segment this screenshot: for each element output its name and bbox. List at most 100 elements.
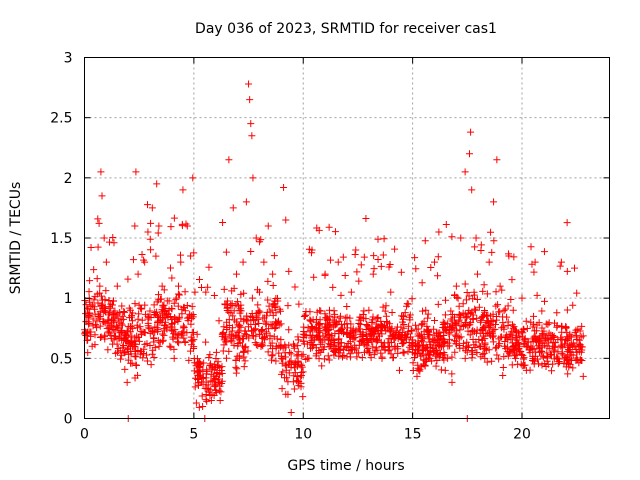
data-point-cloud xyxy=(473,270,481,278)
data-point-cloud xyxy=(180,304,188,312)
data-point-cloud xyxy=(90,266,98,274)
x-tick-label: 0 xyxy=(80,427,89,443)
data-point-cloud xyxy=(149,327,157,335)
data-point-cloud xyxy=(369,343,377,351)
data-point-cloud xyxy=(534,342,542,350)
data-point-cloud xyxy=(439,342,447,350)
data-point-cloud xyxy=(420,356,428,364)
data-point-cloud xyxy=(311,336,319,344)
data-point-cloud xyxy=(235,336,243,344)
data-point-cloud xyxy=(111,332,119,340)
data-point-cloud xyxy=(278,385,286,393)
data-point-cloud xyxy=(218,369,226,377)
data-point xyxy=(444,354,452,362)
data-point xyxy=(481,354,489,362)
data-point-cloud xyxy=(89,322,97,330)
data-point-cloud xyxy=(321,271,329,279)
data-point-cloud xyxy=(271,318,279,326)
data-point-cloud xyxy=(158,309,166,317)
data-point-cloud xyxy=(90,303,98,311)
data-point-cloud xyxy=(386,323,394,331)
data-point-cloud xyxy=(377,326,385,334)
data-point-cloud xyxy=(408,339,416,347)
data-point-cloud xyxy=(451,292,459,300)
data-point-cloud xyxy=(519,325,527,333)
data-point-cloud xyxy=(113,323,121,331)
data-point-cloud xyxy=(291,283,299,291)
data-point-cloud xyxy=(84,349,92,357)
data-point xyxy=(248,132,256,140)
data-point-cloud xyxy=(483,358,491,366)
data-point-cloud xyxy=(187,320,195,328)
data-point-cloud xyxy=(488,330,496,338)
data-point-cloud xyxy=(578,322,586,330)
data-point-cloud xyxy=(355,341,363,349)
data-point-cloud xyxy=(172,330,180,338)
data-point-cloud xyxy=(181,288,189,296)
data-point-cloud xyxy=(232,357,240,365)
data-point-cloud xyxy=(335,352,343,360)
data-point-cloud xyxy=(452,340,460,348)
data-point-cloud xyxy=(278,359,286,367)
data-point-cloud xyxy=(293,372,301,380)
data-point-cloud xyxy=(382,302,390,310)
data-point-cloud xyxy=(179,328,187,336)
data-point xyxy=(264,222,272,230)
data-point xyxy=(148,204,156,212)
data-point-cloud xyxy=(163,310,171,318)
data-point-cloud xyxy=(102,287,110,295)
data-point-cloud xyxy=(259,342,267,350)
data-point-cloud xyxy=(532,348,540,356)
data-point-cloud xyxy=(498,286,506,294)
data-point-cloud xyxy=(89,315,97,323)
data-point-cloud xyxy=(511,351,519,359)
data-point-cloud xyxy=(206,386,214,394)
data-point xyxy=(155,222,163,230)
data-point-cloud xyxy=(86,298,94,306)
data-point-cloud xyxy=(577,333,585,341)
data-point-cloud xyxy=(502,345,510,353)
data-point-cloud xyxy=(499,364,507,372)
data-point-cloud xyxy=(91,310,99,318)
data-point-cloud xyxy=(125,304,133,312)
data-point-cloud xyxy=(252,332,260,340)
data-point-cloud xyxy=(227,309,235,317)
data-point-cloud xyxy=(159,301,167,309)
data-point-cloud xyxy=(117,316,125,324)
data-point-cloud xyxy=(523,342,531,350)
data-point-cloud xyxy=(188,302,196,310)
data-point-cloud xyxy=(499,313,507,321)
data-point-cloud xyxy=(553,353,561,361)
data-point-cloud xyxy=(351,346,359,354)
data-point-cloud xyxy=(326,340,334,348)
data-point-cloud xyxy=(445,330,453,338)
data-point-cloud xyxy=(356,337,364,345)
data-point-cloud xyxy=(154,229,162,237)
data-point-cloud xyxy=(373,346,381,354)
data-point-cloud xyxy=(462,296,470,304)
data-point-cloud xyxy=(289,340,297,348)
data-point-cloud xyxy=(357,316,365,324)
data-point-cloud xyxy=(337,291,345,299)
data-point-cloud xyxy=(451,331,459,339)
data-point-cloud xyxy=(202,288,210,296)
data-point-cloud xyxy=(470,328,478,336)
data-point xyxy=(189,174,197,182)
y-tick-labels: 0 0.5 1 1.5 2 2.5 3 xyxy=(50,51,72,428)
data-point-cloud xyxy=(569,343,577,351)
data-point xyxy=(153,180,161,188)
data-point-cloud xyxy=(316,320,324,328)
data-point-cloud xyxy=(138,316,146,324)
data-point-cloud xyxy=(533,291,541,299)
data-point-cloud xyxy=(163,297,171,305)
data-point-cloud xyxy=(287,350,295,358)
data-point-cloud xyxy=(117,355,125,363)
data-point-cloud xyxy=(336,345,344,353)
data-point xyxy=(191,288,199,296)
data-point-cloud xyxy=(476,343,484,351)
data-point-cloud xyxy=(190,367,198,375)
data-point-cloud xyxy=(520,354,528,362)
data-point xyxy=(557,258,565,266)
data-point-cloud xyxy=(109,301,117,309)
data-point-cloud xyxy=(285,267,293,275)
